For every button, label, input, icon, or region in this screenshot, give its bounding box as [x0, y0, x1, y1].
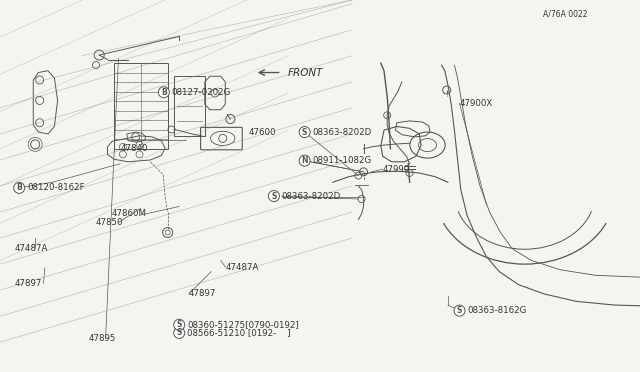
Text: A/76A 0022: A/76A 0022: [543, 10, 588, 19]
Text: 08360-51275[0790-0192]: 08360-51275[0790-0192]: [187, 320, 299, 329]
Text: 47840: 47840: [120, 144, 148, 153]
Circle shape: [268, 190, 280, 202]
Text: 47487A: 47487A: [225, 263, 259, 272]
Text: 47897: 47897: [14, 279, 42, 288]
Text: 47897: 47897: [189, 289, 216, 298]
Circle shape: [299, 126, 310, 138]
Text: 47850: 47850: [96, 218, 124, 227]
Text: N: N: [301, 156, 308, 165]
Text: S: S: [271, 192, 276, 201]
Text: 08363-8162G: 08363-8162G: [467, 306, 527, 315]
Text: S: S: [302, 128, 307, 137]
Circle shape: [13, 182, 25, 193]
Text: S: S: [177, 320, 182, 329]
Text: 08363-8202D: 08363-8202D: [312, 128, 372, 137]
Circle shape: [454, 305, 465, 316]
Circle shape: [158, 87, 170, 98]
Text: 47900X: 47900X: [460, 99, 493, 108]
Text: FRONT: FRONT: [288, 68, 323, 77]
Text: B: B: [17, 183, 22, 192]
Bar: [174, 76, 205, 136]
Circle shape: [299, 155, 310, 166]
Text: S: S: [177, 328, 182, 337]
Text: 08911-1082G: 08911-1082G: [312, 156, 372, 165]
Text: 08120-8162F: 08120-8162F: [27, 183, 84, 192]
Circle shape: [173, 327, 185, 339]
Text: 08127-0202G: 08127-0202G: [172, 88, 231, 97]
Text: B: B: [161, 88, 166, 97]
Text: S: S: [457, 306, 462, 315]
Text: 47895: 47895: [88, 334, 116, 343]
Circle shape: [173, 319, 185, 330]
Bar: [114, 63, 168, 149]
Text: 08566-51210 [0192-    ]: 08566-51210 [0192- ]: [187, 328, 291, 337]
Text: 47600: 47600: [248, 128, 276, 137]
Text: 47860M: 47860M: [112, 209, 147, 218]
Text: 47990: 47990: [383, 165, 410, 174]
Text: 08363-8202D: 08363-8202D: [282, 192, 341, 201]
Text: 47487A: 47487A: [14, 244, 47, 253]
